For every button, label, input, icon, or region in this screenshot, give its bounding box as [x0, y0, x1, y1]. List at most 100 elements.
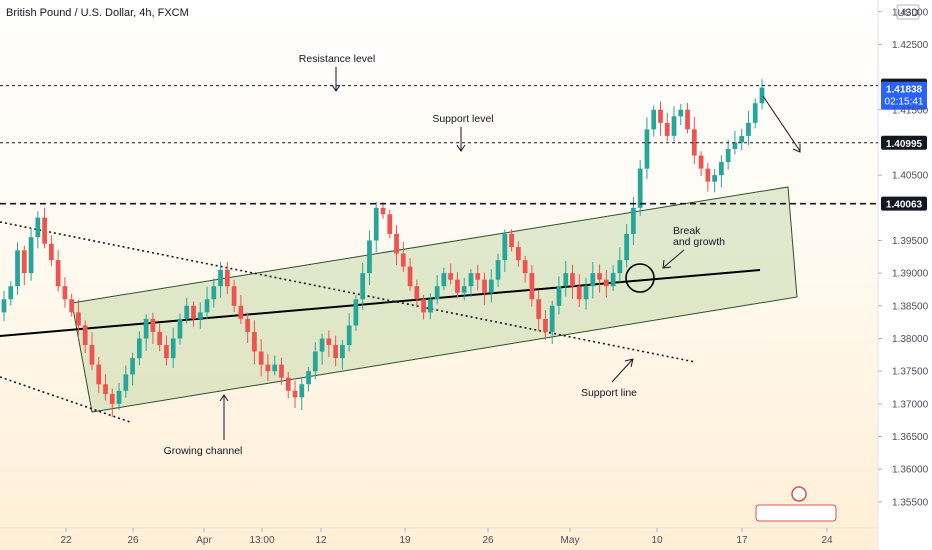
- candle: [610, 265, 616, 291]
- y-tick-label: 1.42500: [892, 40, 929, 51]
- candle: [197, 302, 203, 329]
- candle: [380, 202, 386, 219]
- candle: [170, 327, 176, 368]
- candles-layer: [1, 79, 765, 417]
- candle: [468, 269, 474, 298]
- growing-channel-arrow: [219, 394, 229, 440]
- candle: [346, 313, 352, 352]
- candle: [1, 290, 7, 322]
- countdown-text: 02:15:41: [885, 97, 924, 108]
- candle: [177, 313, 183, 345]
- tradingview-logo: [755, 486, 837, 522]
- candle: [387, 209, 393, 239]
- candle: [136, 331, 142, 366]
- candle: [326, 330, 332, 357]
- candle: [265, 353, 271, 381]
- x-ticks-layer: 22 26 Apr 13:00 12 19 26 May 10 17 24: [60, 528, 833, 546]
- candle: [719, 155, 724, 188]
- resistance-annotation: Resistance level: [299, 53, 375, 65]
- dotted-support-line[interactable]: [0, 221, 696, 363]
- y-ticks-layer: 1.43000 1.42500 1.41500 1.40500 1.39500 1.390…: [878, 7, 929, 508]
- candle: [299, 377, 305, 410]
- candle: [292, 380, 298, 408]
- price-label[interactable]: 1.40063: [881, 196, 927, 211]
- candle: [434, 275, 440, 305]
- candle: [218, 261, 223, 298]
- price-label-text: 1.40063: [886, 200, 923, 211]
- candle: [664, 112, 670, 142]
- x-tick-label: 17: [736, 535, 748, 546]
- candle: [570, 265, 575, 299]
- candle: [509, 229, 514, 252]
- candle: [556, 276, 562, 315]
- candle: [759, 79, 765, 110]
- candle: [488, 269, 494, 303]
- x-tick-label: May: [561, 535, 580, 546]
- candle: [360, 262, 366, 310]
- candle: [441, 267, 447, 291]
- candle: [231, 279, 237, 312]
- candle: [746, 110, 751, 146]
- candle: [583, 277, 589, 310]
- candle: [455, 272, 460, 298]
- candle: [536, 290, 542, 332]
- candle: [272, 355, 278, 376]
- candle: [421, 294, 426, 320]
- candle: [49, 235, 54, 267]
- projection-arrow: [762, 95, 801, 153]
- candle: [461, 277, 467, 301]
- candle: [448, 263, 454, 285]
- candle: [576, 274, 582, 308]
- candle: [698, 151, 704, 177]
- median-trend-line[interactable]: [0, 269, 761, 337]
- candle: [164, 335, 169, 366]
- candle: [739, 128, 745, 151]
- candle: [258, 339, 264, 377]
- price-label[interactable]: 1.40995: [881, 135, 927, 150]
- candle: [333, 335, 338, 367]
- candle: [725, 139, 731, 170]
- candle: [157, 323, 163, 352]
- y-tick-label: 1.40500: [892, 171, 929, 182]
- candle: [143, 314, 149, 351]
- candle: [522, 255, 528, 283]
- x-tick-label: 19: [399, 535, 411, 546]
- candle: [55, 250, 61, 292]
- candle: [21, 245, 27, 286]
- candle: [712, 169, 717, 193]
- candle: [130, 352, 135, 386]
- chart-title: British Pound / U.S. Dollar, 4h, FXCM: [6, 7, 189, 19]
- candle: [428, 293, 433, 319]
- y-tick-label: 1.37000: [892, 399, 929, 410]
- candle: [603, 269, 609, 298]
- candle: [42, 207, 47, 249]
- y-tick-label: 1.43000: [892, 7, 929, 18]
- x-tick-label: 24: [821, 535, 833, 546]
- candle: [631, 197, 636, 246]
- y-tick-label: 1.37500: [892, 367, 929, 378]
- candle: [245, 312, 251, 343]
- y-tick-label: 1.36500: [892, 432, 929, 443]
- candle: [373, 201, 379, 252]
- candle: [495, 253, 501, 287]
- candle: [752, 98, 758, 129]
- y-tick-label: 1.41500: [892, 105, 929, 116]
- candle: [340, 339, 345, 370]
- candle: [671, 106, 677, 142]
- y-tick-label: 1.35500: [892, 497, 929, 508]
- support-line-annotation: Support line: [581, 387, 637, 399]
- candle: [407, 258, 413, 291]
- y-tick-label: 1.38500: [892, 301, 929, 312]
- candle: [705, 162, 711, 192]
- candle: [28, 227, 34, 281]
- candle: [69, 293, 75, 317]
- support-arrow: [456, 127, 466, 152]
- break-circle[interactable]: [625, 263, 655, 293]
- candle: [515, 241, 521, 267]
- currency-badge[interactable]: [896, 4, 920, 20]
- y-tick-label: 1.39000: [892, 269, 929, 280]
- candle: [590, 262, 596, 299]
- x-tick-label: 12: [315, 535, 327, 546]
